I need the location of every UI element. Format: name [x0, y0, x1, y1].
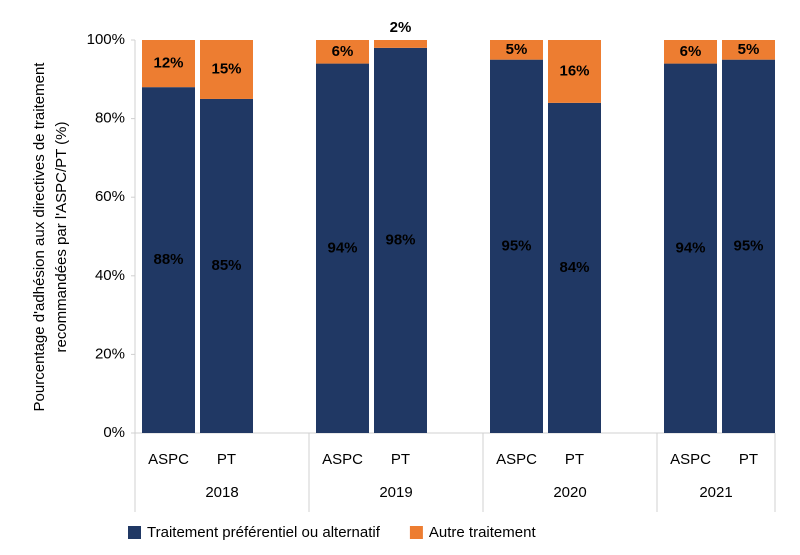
bar-segment [200, 40, 253, 99]
group-label: 2021 [699, 484, 732, 501]
data-label: 95% [501, 237, 531, 254]
y-tick-label: 0% [103, 424, 125, 441]
x-tick-label: PT [217, 451, 236, 468]
x-tick-label: ASPC [148, 451, 189, 468]
data-label: 95% [733, 237, 763, 254]
data-label: 88% [153, 251, 183, 268]
bar-segment [490, 40, 543, 60]
data-label: 5% [506, 41, 528, 58]
y-tick-label: 20% [95, 345, 125, 362]
data-label: 6% [680, 43, 702, 60]
data-label: 85% [211, 257, 241, 274]
data-label: 2% [390, 19, 412, 36]
y-tick-label: 60% [95, 188, 125, 205]
bar-segment [374, 47, 427, 434]
x-tick-label: PT [565, 451, 584, 468]
legend-swatch [409, 526, 423, 539]
y-axis-label: Pourcentage d'adhésion aux directives de… [31, 62, 48, 412]
y-axis-label: recommandées par l'ASPC/PT (%) [53, 121, 70, 352]
x-tick-label: PT [739, 451, 758, 468]
group-label: 2018 [205, 484, 238, 501]
bar-segment [722, 40, 775, 60]
data-label: 15% [211, 60, 241, 77]
bar-segment [142, 87, 195, 433]
y-tick-label: 40% [95, 267, 125, 284]
data-label: 84% [559, 259, 589, 276]
group-label: 2019 [379, 484, 412, 501]
bar-segment [316, 63, 369, 433]
legend-label: Autre traitement [429, 524, 537, 541]
bar-segment [374, 40, 427, 48]
bar-segment [200, 98, 253, 433]
data-label: 94% [327, 239, 357, 256]
bar-segment [316, 40, 369, 64]
data-label: 16% [559, 62, 589, 79]
bar-segment [722, 59, 775, 434]
y-tick-label: 100% [87, 31, 125, 48]
bar-segment [664, 63, 717, 433]
x-tick-label: PT [391, 451, 410, 468]
data-label: 94% [675, 239, 705, 256]
bar-segment [142, 40, 195, 88]
legend-swatch [128, 526, 141, 539]
bar-segment [664, 40, 717, 64]
data-label: 6% [332, 43, 354, 60]
data-label: 5% [738, 41, 760, 58]
x-tick-label: ASPC [322, 451, 363, 468]
group-label: 2020 [553, 484, 586, 501]
x-tick-label: ASPC [496, 451, 537, 468]
bar-segment [548, 40, 601, 103]
bar-segment [548, 102, 601, 433]
y-tick-label: 80% [95, 110, 125, 127]
legend-label: Traitement préférentiel ou alternatif [147, 524, 381, 541]
data-label: 12% [153, 55, 183, 72]
data-label: 98% [385, 231, 415, 248]
bar-segment [490, 59, 543, 434]
x-tick-label: ASPC [670, 451, 711, 468]
